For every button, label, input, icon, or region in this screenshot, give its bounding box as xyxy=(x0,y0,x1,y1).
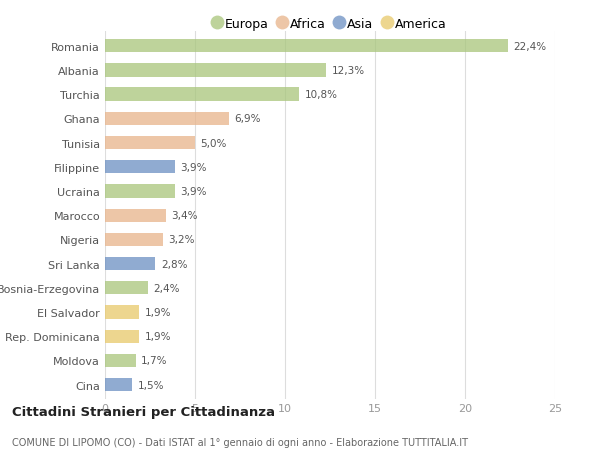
Text: 6,9%: 6,9% xyxy=(235,114,261,124)
Bar xyxy=(105,354,136,367)
Bar xyxy=(105,64,326,78)
Bar xyxy=(105,306,139,319)
Text: COMUNE DI LIPOMO (CO) - Dati ISTAT al 1° gennaio di ogni anno - Elaborazione TUT: COMUNE DI LIPOMO (CO) - Dati ISTAT al 1°… xyxy=(12,437,468,447)
Text: 1,5%: 1,5% xyxy=(137,380,164,390)
Text: 1,9%: 1,9% xyxy=(145,331,171,341)
Bar xyxy=(105,281,148,295)
Bar xyxy=(105,40,508,53)
Text: 3,9%: 3,9% xyxy=(181,186,207,196)
Text: 12,3%: 12,3% xyxy=(332,66,365,76)
Text: Cittadini Stranieri per Cittadinanza: Cittadini Stranieri per Cittadinanza xyxy=(12,405,275,419)
Text: 2,4%: 2,4% xyxy=(154,283,180,293)
Bar xyxy=(105,233,163,246)
Bar xyxy=(105,161,175,174)
Text: 3,4%: 3,4% xyxy=(172,211,198,221)
Text: 5,0%: 5,0% xyxy=(200,138,227,148)
Bar xyxy=(105,137,195,150)
Text: 1,9%: 1,9% xyxy=(145,308,171,317)
Bar xyxy=(105,112,229,126)
Legend: Europa, Africa, Asia, America: Europa, Africa, Asia, America xyxy=(209,13,451,36)
Text: 22,4%: 22,4% xyxy=(514,42,547,51)
Text: 3,2%: 3,2% xyxy=(168,235,194,245)
Text: 1,7%: 1,7% xyxy=(141,356,167,366)
Text: 2,8%: 2,8% xyxy=(161,259,187,269)
Text: 3,9%: 3,9% xyxy=(181,162,207,173)
Bar xyxy=(105,257,155,271)
Bar xyxy=(105,378,132,392)
Bar xyxy=(105,88,299,101)
Bar xyxy=(105,209,166,222)
Text: 10,8%: 10,8% xyxy=(305,90,338,100)
Bar xyxy=(105,185,175,198)
Bar xyxy=(105,330,139,343)
